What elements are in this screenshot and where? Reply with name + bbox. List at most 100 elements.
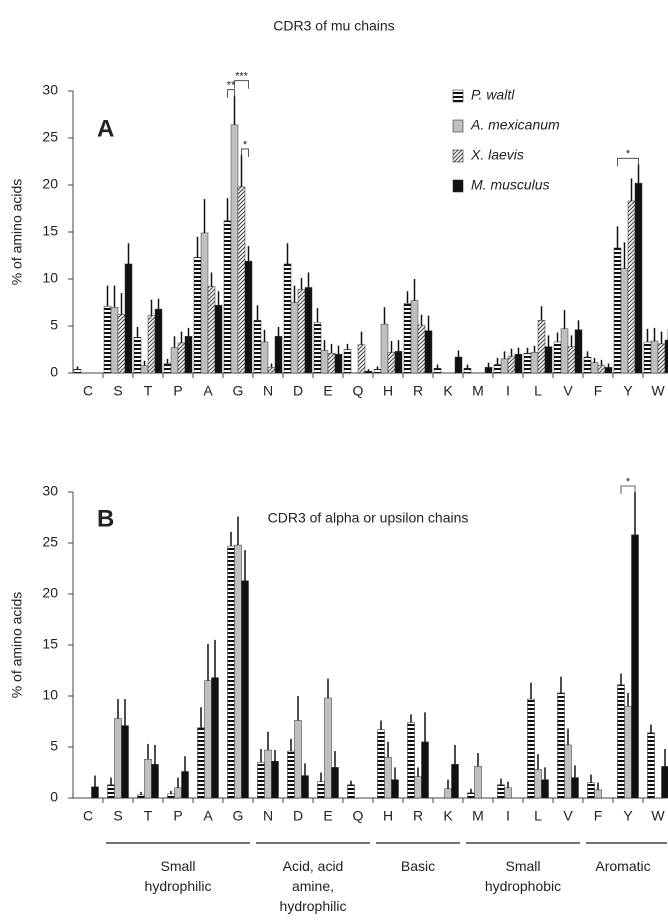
x-tick-label: P [173,808,182,824]
bar [484,367,493,374]
bar [184,336,193,374]
bar [597,365,606,374]
bar [287,750,295,799]
y-tick-label: 15 [42,636,58,652]
bar [137,794,145,799]
legend-swatch [452,89,464,103]
y-tick-label: 30 [42,483,58,499]
bar [617,684,625,799]
group-label: Small hydrophilic [144,858,212,894]
bar [410,300,419,374]
bar [661,766,668,799]
bar [110,306,119,374]
chart-title: CDR3 of alpha or upsilon chains [268,510,469,526]
legend-label: P. waltl [471,87,515,103]
bar [197,727,205,799]
x-tick-label: D [293,808,303,824]
bar [463,368,472,374]
x-tick-label: R [413,383,423,399]
bar [271,761,279,799]
group-label: Aromatic [595,858,651,874]
bar [214,305,223,374]
y-tick-label: 5 [50,317,58,333]
bar [564,744,572,799]
bar [174,787,182,799]
x-tick-label: I [506,383,510,399]
x-tick-label: E [323,383,332,399]
bar [377,729,385,799]
bar [297,289,306,374]
x-tick-label: Y [623,808,633,824]
bar [384,756,392,799]
x-tick-label: L [534,383,542,399]
bar [590,362,599,374]
bar [620,268,629,374]
bar [163,363,172,374]
significance-bracket [620,485,636,494]
x-tick-label: G [233,808,244,824]
bar [613,247,622,374]
x-tick-label: Y [623,383,633,399]
legend-swatch [452,179,464,193]
bar [331,767,339,799]
significance-label: *** [235,71,249,83]
y-tick-label: 10 [42,270,58,286]
chart-title: CDR3 of mu chains [273,18,394,34]
bar [343,349,352,374]
bar [553,341,562,374]
x-tick-label: N [263,808,273,824]
x-tick-label: Q [353,808,364,824]
bar [467,792,475,799]
bar [571,777,579,799]
significance-bracket [617,157,639,167]
x-tick-label: K [443,808,453,824]
bar [647,732,655,799]
x-tick-label: M [472,808,484,824]
x-tick-label: T [144,808,153,824]
bar [290,302,299,374]
y-tick-label: 25 [42,534,58,550]
bar [514,353,523,374]
x-tick-label: D [293,383,303,399]
x-tick-label: C [83,808,93,824]
y-axis-label: % of amino acids [9,592,25,699]
bar [604,367,613,374]
bar [631,534,639,799]
x-tick-label: M [472,383,484,399]
bar [560,328,569,374]
bar [234,544,242,799]
x-tick-label: G [233,383,244,399]
bar [474,766,482,799]
legend-label: A. mexicanum [470,117,560,133]
bar [177,342,186,374]
x-tick-label: V [563,808,573,824]
x-tick-label: S [113,808,122,824]
bar [301,775,309,799]
bar [454,356,463,374]
bar [267,367,276,374]
bar [391,779,399,799]
x-tick-label: A [203,808,213,824]
x-tick-label: E [323,808,332,824]
bar [237,186,246,374]
y-tick-label: 20 [42,585,58,601]
x-tick-label: T [144,383,153,399]
panel-label: B [97,505,114,532]
bar [181,771,189,799]
bar [417,324,426,374]
x-tick-label: F [594,808,603,824]
significance-label: ** [227,80,236,92]
bar [117,314,126,374]
legend-swatch [452,119,464,133]
bar [260,341,269,374]
significance-bracket [234,80,249,89]
bar [414,776,422,799]
bar [534,769,542,799]
bar [317,781,325,799]
bar [107,784,115,799]
bar [444,788,452,799]
bar [144,758,152,799]
y-tick-label: 10 [42,687,58,703]
bar [364,370,373,374]
